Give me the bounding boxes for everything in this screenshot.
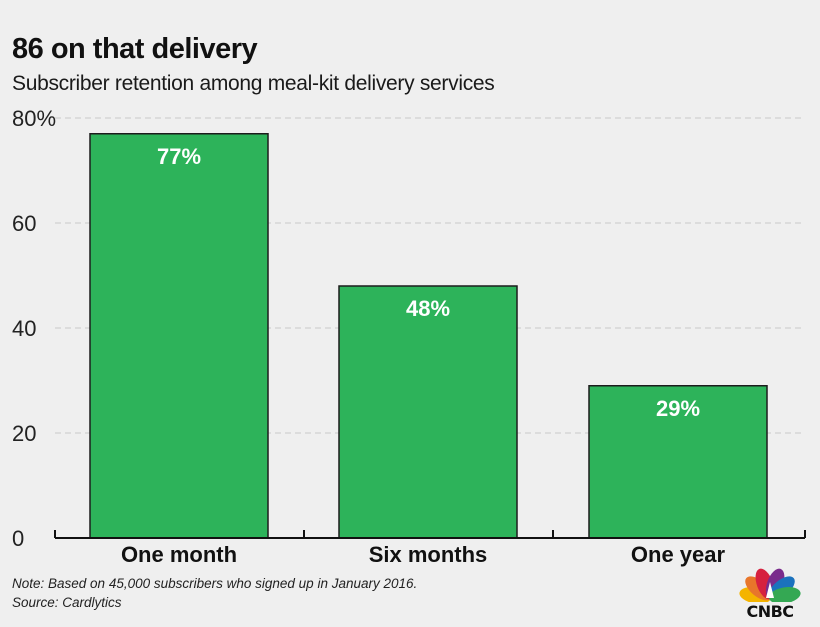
chart-note: Note: Based on 45,000 subscribers who si… bbox=[12, 576, 418, 591]
peacock-feather bbox=[768, 587, 801, 604]
y-tick-label: 0 bbox=[12, 526, 24, 551]
cnbc-logo-text: CNBC bbox=[746, 602, 794, 621]
bar-data-label: 48% bbox=[406, 296, 450, 321]
peacock-icon bbox=[739, 568, 801, 604]
bar-chart: 0 20 40 60 80% 77% One month 48% Six months 29% On… bbox=[12, 106, 806, 567]
bar bbox=[338, 285, 518, 539]
peacock-body bbox=[766, 582, 774, 598]
y-tick-label: 60 bbox=[12, 211, 36, 236]
cnbc-logo: CNBC bbox=[728, 552, 812, 622]
y-tick-label: 80% bbox=[12, 106, 56, 131]
x-tick-label: One month bbox=[121, 542, 237, 567]
bar bbox=[588, 385, 768, 539]
bar bbox=[89, 133, 269, 539]
chart-subtitle: Subscriber retention among meal-kit deli… bbox=[12, 72, 495, 95]
bar-data-label: 77% bbox=[157, 144, 201, 169]
y-tick-label: 40 bbox=[12, 316, 36, 341]
x-tick-label: One year bbox=[631, 542, 726, 567]
chart-title: 86 on that delivery bbox=[12, 33, 258, 65]
chart-source: Source: Cardlytics bbox=[12, 595, 122, 610]
bar-data-label: 29% bbox=[656, 396, 700, 421]
x-tick-label: Six months bbox=[369, 542, 488, 567]
y-tick-label: 20 bbox=[12, 421, 36, 446]
